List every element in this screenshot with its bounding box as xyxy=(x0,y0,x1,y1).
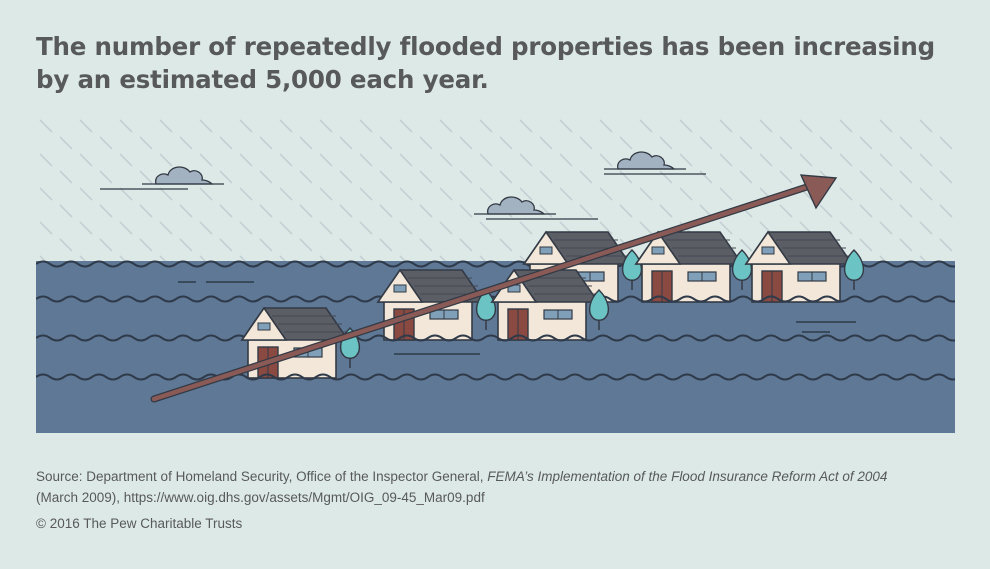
source-suffix: (March 2009), https://www.oig.dhs.gov/as… xyxy=(36,490,485,505)
water-wave-icon xyxy=(36,334,955,342)
headline-line-1: The number of repeatedly flooded propert… xyxy=(36,32,935,61)
trend-arrow-icon xyxy=(150,174,838,403)
source-prefix: Source: Department of Homeland Security,… xyxy=(36,469,488,484)
headline-line-2: by an estimated 5,000 each year. xyxy=(36,65,489,94)
water-wave-icon xyxy=(36,373,955,381)
source-title: FEMA’s Implementation of the Flood Insur… xyxy=(487,469,888,484)
house-icon xyxy=(745,231,853,303)
copyright: © 2016 The Pew Charitable Trusts xyxy=(36,516,243,531)
flood-illustration xyxy=(36,118,955,433)
headline: The number of repeatedly flooded propert… xyxy=(36,30,936,96)
house-icon xyxy=(377,269,485,341)
source-note: Source: Department of Homeland Security,… xyxy=(36,466,956,508)
house-icon xyxy=(635,231,743,303)
